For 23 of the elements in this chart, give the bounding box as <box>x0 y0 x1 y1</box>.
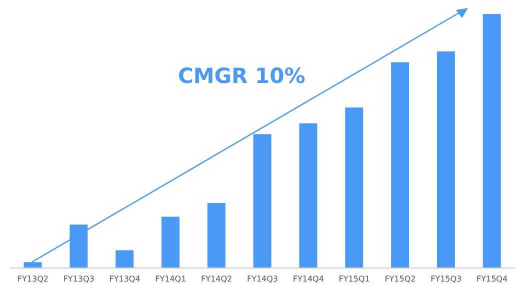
bar <box>116 250 134 268</box>
bar <box>24 262 42 268</box>
x-tick-label: FY15Q2 <box>384 274 416 284</box>
x-tick-label: FY13Q2 <box>17 274 48 284</box>
x-tick-label: FY15Q1 <box>338 274 370 284</box>
x-tick-label: FY13Q4 <box>109 274 140 284</box>
x-tick-label: FY14Q4 <box>292 274 324 284</box>
bar <box>162 216 180 268</box>
bar <box>253 134 272 268</box>
x-tick-label: FY14Q2 <box>201 274 232 284</box>
x-tick-label: FY15Q3 <box>430 274 462 284</box>
x-tick-label: FY14Q1 <box>155 274 186 284</box>
bar <box>299 123 318 268</box>
bar <box>391 62 410 268</box>
bar <box>207 202 226 268</box>
x-tick-label: FY13Q3 <box>63 274 94 284</box>
bar <box>345 107 364 268</box>
annotation: CMGR 10% <box>178 64 306 88</box>
bar <box>436 51 455 268</box>
x-tick-label: FY15Q4 <box>476 274 508 284</box>
x-tick-label: FY14Q3 <box>246 274 278 284</box>
bar <box>482 14 501 268</box>
bar <box>70 224 88 268</box>
